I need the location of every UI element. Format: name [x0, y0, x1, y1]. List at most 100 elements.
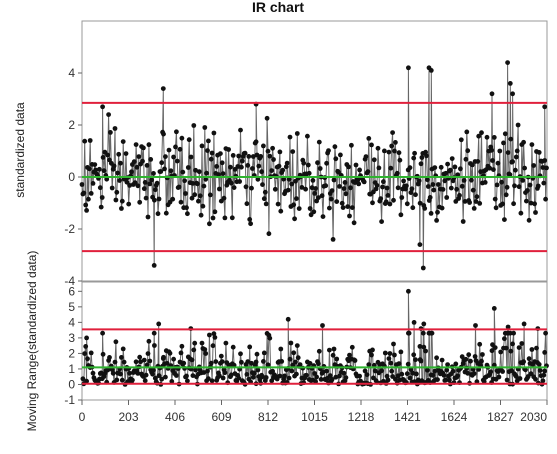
moving-range-data-point	[85, 356, 90, 362]
individuals-data-point	[245, 163, 251, 168]
individuals-data-point	[425, 184, 431, 189]
individuals-data-point	[294, 131, 300, 136]
individuals-data-point	[505, 150, 511, 156]
individuals-data-point	[144, 163, 150, 168]
moving-range-data-point	[211, 331, 217, 337]
moving-range-data-point	[441, 372, 447, 378]
individuals-data-point	[495, 160, 501, 166]
moving-range-data-point	[543, 330, 548, 336]
moving-range-data-point	[202, 347, 208, 352]
individuals-data-point	[254, 152, 260, 158]
moving-range-data-point	[100, 351, 106, 357]
individuals-data-point	[119, 198, 125, 204]
moving-range-data-point	[420, 330, 426, 336]
moving-range-data-point	[434, 355, 439, 361]
moving-range-data-point	[193, 367, 199, 373]
moving-range-data-point	[88, 350, 94, 356]
moving-range-data-point	[435, 377, 440, 382]
moving-range-data-point	[80, 376, 86, 382]
moving-range-data-point	[396, 361, 402, 366]
moving-range-data-point	[152, 375, 158, 381]
individuals-data-point	[508, 136, 514, 142]
moving-range-data-point	[417, 344, 423, 349]
individuals-data-point	[349, 205, 355, 211]
individuals-data-point	[228, 164, 233, 170]
individuals-data-point	[527, 182, 533, 188]
moving-range-data-point	[304, 372, 309, 378]
individuals-data-point	[526, 217, 532, 223]
individuals-data-point	[196, 169, 202, 175]
moving-range-data-point	[516, 345, 522, 350]
moving-range-data-point	[357, 373, 362, 379]
x-tick-label: 1624	[441, 410, 468, 424]
individuals-data-point	[434, 218, 439, 223]
moving-range-data-point	[369, 352, 374, 358]
moving-range-data-point	[503, 345, 509, 351]
individuals-data-point	[465, 148, 471, 154]
individuals-data-point	[459, 183, 465, 189]
moving-range-data-point	[291, 350, 297, 356]
individuals-data-point	[280, 167, 286, 173]
moving-range-data-point	[372, 368, 378, 374]
individuals-data-point	[516, 184, 522, 190]
moving-range-data-point	[406, 288, 411, 294]
individuals-data-point	[236, 153, 242, 159]
moving-range-data-point	[239, 359, 244, 365]
individuals-data-point	[513, 167, 518, 173]
individuals-data-point	[231, 185, 237, 191]
moving-range-data-point	[142, 378, 148, 384]
individuals-data-point	[93, 167, 99, 173]
moving-range-data-point	[109, 367, 115, 373]
individuals-data-point	[332, 144, 338, 150]
individuals-data-point	[483, 167, 489, 173]
moving-range-data-point	[540, 378, 546, 384]
individuals-data-point	[199, 143, 205, 149]
individuals-data-point	[290, 149, 296, 155]
individuals-data-point	[510, 91, 515, 97]
individuals-data-point	[246, 154, 252, 159]
individuals-data-point	[370, 200, 375, 206]
moving-range-data-point	[119, 355, 124, 360]
moving-range-data-point	[98, 370, 104, 376]
individuals-data-point	[395, 185, 401, 191]
moving-range-data-point	[510, 341, 515, 347]
moving-range-y-tick-label: 1	[68, 362, 75, 376]
individuals-data-point	[114, 189, 120, 195]
moving-range-data-point	[479, 358, 484, 364]
individuals-data-point	[399, 195, 405, 200]
individuals-data-point	[155, 211, 161, 217]
individuals-data-point	[333, 156, 339, 162]
individuals-data-point	[97, 185, 103, 191]
moving-range-data-point	[480, 352, 485, 357]
individuals-data-point	[156, 196, 162, 202]
individuals-data-point	[82, 138, 88, 144]
individuals-data-point	[478, 169, 483, 175]
individuals-data-point	[458, 166, 463, 172]
individuals-data-point	[258, 154, 264, 159]
individuals-data-point	[306, 170, 312, 176]
individuals-data-point	[533, 210, 538, 215]
moving-range-data-point	[191, 347, 197, 353]
individuals-data-point	[296, 206, 302, 212]
individuals-data-point	[230, 153, 236, 158]
individuals-data-point	[221, 195, 227, 201]
individuals-data-point	[413, 192, 418, 198]
individuals-data-point	[140, 158, 145, 164]
individuals-data-point	[471, 206, 477, 211]
individuals-data-point	[425, 177, 430, 183]
moving-range-data-point	[529, 347, 535, 352]
individuals-data-point	[493, 205, 499, 211]
moving-range-data-point	[489, 348, 495, 354]
individuals-data-point	[462, 199, 468, 204]
individuals-data-point	[473, 199, 479, 204]
individuals-data-point	[393, 140, 398, 145]
individuals-data-point	[432, 165, 438, 171]
moving-range-data-point	[110, 370, 116, 376]
moving-range-data-point	[213, 359, 219, 364]
individuals-data-point	[315, 160, 320, 166]
individuals-data-point	[207, 221, 212, 227]
moving-range-data-point	[410, 370, 416, 376]
individuals-data-point	[340, 205, 346, 211]
individuals-data-point	[272, 186, 278, 192]
individuals-data-point	[349, 142, 354, 148]
